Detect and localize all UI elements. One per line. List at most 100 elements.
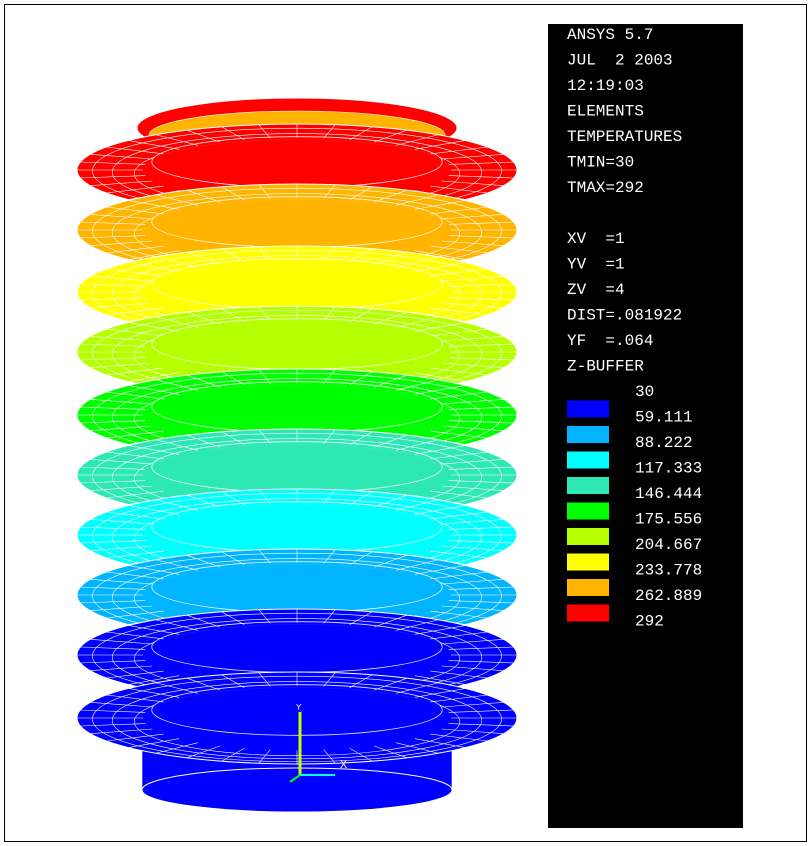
mesh-line [221,308,245,323]
mesh-line [221,186,245,201]
mesh-line [441,485,504,492]
mesh-line [448,646,514,650]
mesh-line [441,275,504,282]
mesh-line [395,499,439,511]
mesh-line [258,549,271,564]
mesh-line [448,343,514,347]
mesh-line [441,398,504,405]
mesh-line [414,262,466,272]
mesh-line [395,379,439,391]
mesh-line [106,146,164,155]
mesh-line [155,682,199,694]
ring-inner [151,501,443,553]
mesh-line [186,614,221,628]
mesh-line [414,322,466,332]
mesh-line [90,398,153,405]
mesh-line [414,250,466,260]
mesh-line [90,213,153,220]
mesh-line [349,371,373,386]
mesh-line [106,694,164,703]
mesh-line [414,675,466,685]
mesh-line [430,268,488,277]
legend-swatch [567,426,609,443]
mesh-line [373,189,408,203]
legend-min: 30 [635,383,654,401]
info-line: ELEMENTS [567,103,644,121]
mesh-line [106,367,164,376]
mesh-line [323,489,336,504]
mesh-line [80,709,146,713]
legend-label: 175.556 [635,511,702,529]
mesh-line [448,175,514,179]
mesh-line [430,206,488,215]
mesh-line [221,431,245,446]
view-line: DIST=.081922 [567,307,682,325]
mesh-line [441,335,504,342]
mesh-line [441,578,504,585]
mesh-line [258,369,271,384]
mesh-line [221,491,245,506]
mesh-line [155,194,199,206]
mesh-line [155,316,199,328]
mesh-line [80,420,146,424]
mesh-line [90,425,153,432]
mesh-line [430,391,488,400]
mesh-line [323,549,336,564]
mesh-line [430,490,488,499]
mesh-line [155,619,199,631]
mesh-line [80,646,146,650]
mesh-line [441,213,504,220]
mesh-line [441,425,504,432]
mesh-line [448,161,514,165]
mesh-line [448,283,514,287]
mesh-line [186,251,221,265]
mesh-line [155,499,199,511]
mesh-line [128,625,180,635]
ring-inner [151,621,443,673]
mesh-line [448,600,514,604]
ring-inner [151,381,443,433]
mesh-line [155,439,199,451]
mesh-line [448,420,514,424]
mesh-line [128,372,180,382]
mesh-line [430,550,488,559]
mesh-line [90,545,153,552]
mesh-line [106,328,164,337]
ring-inner [151,258,443,310]
mesh-line [186,434,221,448]
mesh-line [128,675,180,685]
triad-z [289,774,301,783]
mesh-line [90,240,153,247]
mesh-line [128,445,180,455]
mesh-line [430,571,488,580]
mesh-line [186,129,221,143]
mesh-line [90,701,153,708]
mesh-line [80,406,146,410]
mesh-line [441,701,504,708]
mesh-line [90,485,153,492]
mesh-line [441,153,504,160]
mesh-line [349,491,373,506]
mesh-line [90,728,153,735]
mesh-line [430,631,488,640]
view-line: XV =1 [567,230,625,248]
mesh-line [448,466,514,470]
mesh-line [448,297,514,301]
mesh-line [373,677,408,691]
collar-bottom-end [141,767,453,813]
mesh-line [441,240,504,247]
mesh-line [128,250,180,260]
mesh-line [323,184,336,199]
mesh-line [221,747,245,762]
mesh-line [323,429,336,444]
mesh-line [80,526,146,530]
mesh-line [80,283,146,287]
mesh-line [106,550,164,559]
mesh-line [323,672,336,687]
mesh-line [80,175,146,179]
mesh-line [80,343,146,347]
mesh-line [258,429,271,444]
mesh-line [373,434,408,448]
legend-label: 262.889 [635,587,702,605]
mesh-line [395,134,439,146]
